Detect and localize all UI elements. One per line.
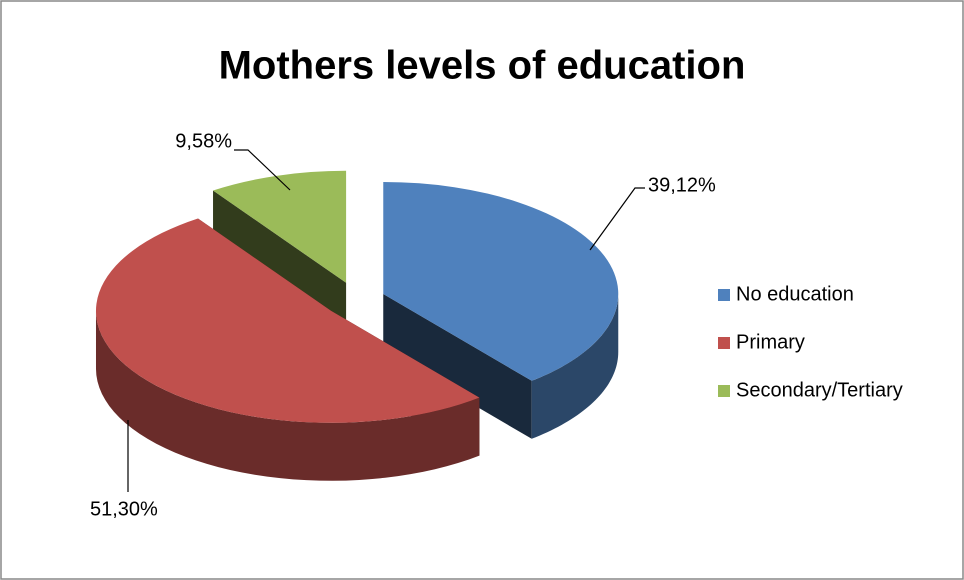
data-label: 39,12% bbox=[648, 174, 716, 196]
pie-slice bbox=[95, 218, 480, 423]
legend-swatch bbox=[718, 385, 730, 397]
legend-label: Secondary/Tertiary bbox=[736, 379, 903, 401]
slice-outer-wall bbox=[531, 293, 619, 439]
pie-slice bbox=[213, 170, 347, 283]
slice-outer-wall bbox=[95, 310, 480, 481]
chart-title: Mothers levels of education bbox=[219, 44, 746, 88]
data-label: 51,30% bbox=[90, 498, 158, 520]
legend-label: Primary bbox=[736, 331, 805, 353]
legend-label: No education bbox=[736, 283, 854, 305]
slice-side-wall bbox=[383, 293, 532, 439]
pie-slice bbox=[383, 181, 619, 381]
legend-swatch bbox=[718, 289, 730, 301]
leader-line bbox=[234, 149, 291, 191]
legend-swatch bbox=[718, 337, 730, 349]
leader-line bbox=[589, 187, 645, 251]
data-label: 9,58% bbox=[175, 130, 232, 152]
